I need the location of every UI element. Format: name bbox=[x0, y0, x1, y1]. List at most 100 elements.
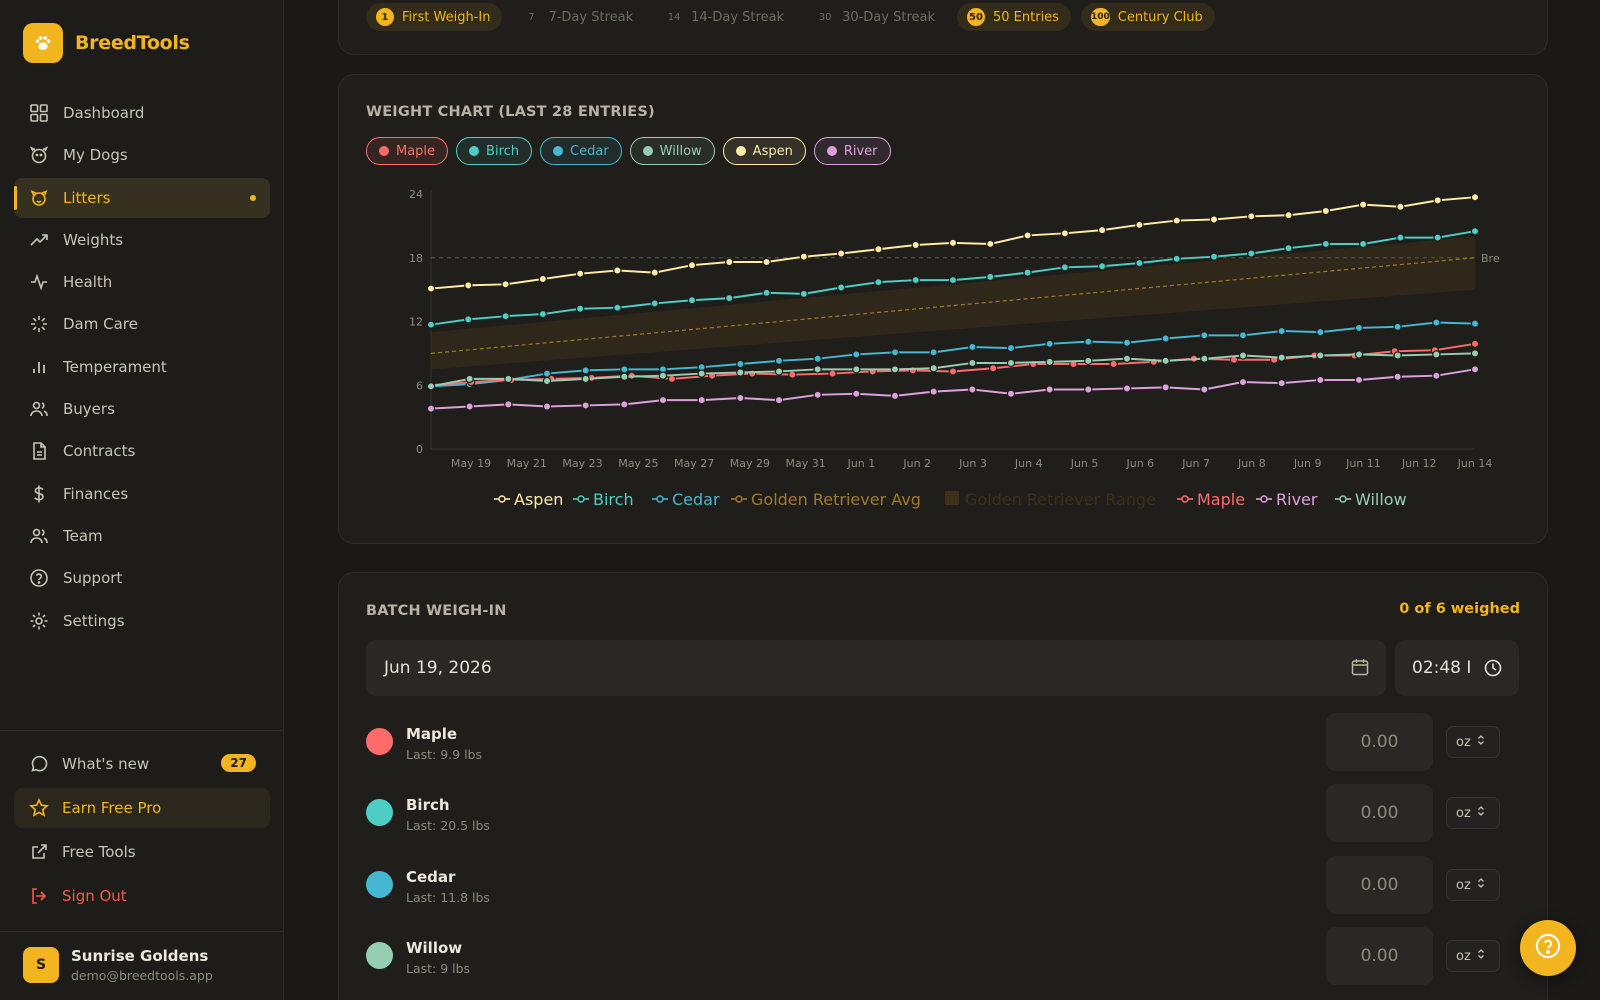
nav-item-contracts[interactable]: Contracts bbox=[14, 431, 270, 471]
series-pill-willow[interactable]: Willow bbox=[629, 137, 715, 165]
data-point-aspen bbox=[1135, 220, 1144, 230]
data-point-aspen bbox=[1023, 231, 1032, 240]
data-point-willow bbox=[1277, 353, 1286, 362]
data-point-birch bbox=[874, 277, 883, 287]
data-point-willow bbox=[1045, 357, 1054, 367]
nav-item-buyers[interactable]: Buyers bbox=[14, 389, 270, 429]
x-tick-label: May 27 bbox=[674, 457, 714, 470]
data-point-aspen bbox=[1172, 216, 1181, 225]
bottom-nav: What's new 27 Earn Free Pro Free Tools S… bbox=[14, 744, 270, 920]
nav-item-health[interactable]: Health bbox=[14, 262, 270, 302]
nav-label: My Dogs bbox=[63, 146, 128, 165]
nav-item-dam-care[interactable]: Dam Care bbox=[14, 304, 270, 344]
data-point-willow bbox=[1084, 356, 1093, 366]
legend-swatch bbox=[498, 495, 506, 503]
brand[interactable]: BreedTools bbox=[23, 23, 190, 63]
nav-item-weights[interactable]: Weights bbox=[14, 220, 270, 260]
data-point-river bbox=[542, 402, 552, 411]
data-point-aspen bbox=[1097, 225, 1107, 235]
data-point-aspen bbox=[948, 238, 958, 248]
series-pill-aspen[interactable]: Aspen bbox=[722, 137, 806, 165]
date-input[interactable]: Jun 19, 2026 bbox=[366, 640, 1386, 696]
pill-label: Maple bbox=[396, 143, 436, 159]
dog-last-weight: Last: 9 lbs bbox=[406, 961, 471, 976]
nav-item-my-dogs[interactable]: My Dogs bbox=[14, 135, 270, 175]
data-point-maple bbox=[667, 374, 677, 384]
clock-icon[interactable] bbox=[1483, 658, 1503, 683]
pulse-icon bbox=[28, 271, 50, 293]
weight-input[interactable]: 0.00 bbox=[1326, 927, 1433, 985]
user-profile[interactable]: S Sunrise Goldens demo@breedtools.app bbox=[23, 947, 213, 983]
weight-input[interactable]: 0.00 bbox=[1326, 713, 1433, 771]
data-point-birch bbox=[986, 272, 995, 282]
legend-swatch bbox=[656, 495, 664, 503]
data-point-willow bbox=[968, 358, 977, 368]
pill-label: Aspen bbox=[752, 143, 793, 159]
nav-item-litters[interactable]: Litters bbox=[14, 177, 270, 218]
legend-label: Birch bbox=[593, 490, 634, 509]
data-point-aspen bbox=[1247, 212, 1256, 221]
nav-item-dashboard[interactable]: Dashboard bbox=[14, 93, 270, 133]
data-point-willow bbox=[929, 364, 938, 373]
time-input[interactable]: 02:48 I bbox=[1395, 640, 1519, 696]
data-point-cedar bbox=[1084, 337, 1093, 346]
data-point-aspen bbox=[1321, 206, 1331, 216]
data-point-cedar bbox=[1122, 338, 1132, 347]
divider bbox=[0, 931, 284, 932]
calendar-icon[interactable] bbox=[1350, 657, 1370, 682]
data-point-aspen bbox=[799, 252, 809, 261]
x-tick-label: Jun 9 bbox=[1293, 457, 1322, 470]
sign-out-link[interactable]: Sign Out bbox=[14, 876, 270, 916]
help-fab-button[interactable] bbox=[1520, 920, 1576, 976]
unit-select[interactable]: oz bbox=[1446, 726, 1500, 758]
unit-select[interactable]: oz bbox=[1446, 869, 1500, 901]
data-point-birch bbox=[1023, 268, 1032, 277]
weight-input[interactable]: 0.00 bbox=[1326, 784, 1433, 842]
series-pill-river[interactable]: River bbox=[813, 137, 891, 165]
data-point-river bbox=[465, 402, 474, 411]
bars-icon bbox=[28, 356, 50, 378]
series-pill-birch[interactable]: Birch bbox=[456, 137, 533, 165]
data-point-birch bbox=[836, 283, 846, 292]
data-point-river bbox=[929, 387, 938, 396]
whats-new-link[interactable]: What's new 27 bbox=[14, 744, 270, 784]
data-point-river bbox=[890, 391, 900, 401]
data-point-willow bbox=[1354, 350, 1364, 359]
external-link-icon bbox=[28, 841, 50, 863]
data-point-willow bbox=[504, 374, 513, 384]
series-line-willow bbox=[430, 352, 1476, 388]
x-tick-label: Jun 1 bbox=[847, 457, 876, 470]
achievement-number: 100 bbox=[1090, 8, 1110, 26]
nav-item-finances[interactable]: Finances bbox=[14, 474, 270, 514]
achievement-label: 50 Entries bbox=[993, 9, 1059, 25]
data-point-willow bbox=[658, 371, 668, 380]
series-line-river bbox=[430, 368, 1476, 410]
data-point-willow bbox=[1316, 351, 1325, 360]
earn-free-pro-link[interactable]: Earn Free Pro bbox=[14, 788, 270, 828]
data-point-aspen bbox=[538, 274, 548, 284]
data-point-river bbox=[1122, 384, 1132, 393]
data-point-cedar bbox=[1316, 327, 1325, 337]
unit-select[interactable]: oz bbox=[1446, 797, 1500, 829]
weight-input[interactable]: 0.00 bbox=[1326, 856, 1433, 914]
data-point-willow bbox=[620, 372, 629, 381]
series-pill-maple[interactable]: Maple bbox=[366, 137, 449, 165]
nav-item-support[interactable]: Support bbox=[14, 558, 270, 598]
data-point-birch bbox=[687, 296, 697, 305]
series-pill-cedar[interactable]: Cedar bbox=[540, 137, 622, 165]
data-point-willow bbox=[697, 369, 706, 378]
nav-item-settings[interactable]: Settings bbox=[14, 601, 270, 641]
legend-label: Willow bbox=[1355, 490, 1407, 509]
nav-item-temperament[interactable]: Temperament bbox=[14, 347, 270, 387]
data-point-aspen bbox=[1060, 229, 1070, 238]
y-tick-label: 0 bbox=[416, 443, 423, 456]
nav-item-team[interactable]: Team bbox=[14, 516, 270, 556]
free-tools-link[interactable]: Free Tools bbox=[14, 832, 270, 872]
unit-select[interactable]: oz bbox=[1446, 940, 1500, 972]
data-point-river bbox=[968, 385, 977, 394]
data-point-cedar bbox=[1432, 318, 1441, 327]
nav-label: Finances bbox=[63, 484, 129, 503]
data-point-birch bbox=[650, 299, 659, 308]
x-tick-label: Jun 6 bbox=[1125, 457, 1154, 470]
nav-label: Dam Care bbox=[63, 315, 138, 334]
